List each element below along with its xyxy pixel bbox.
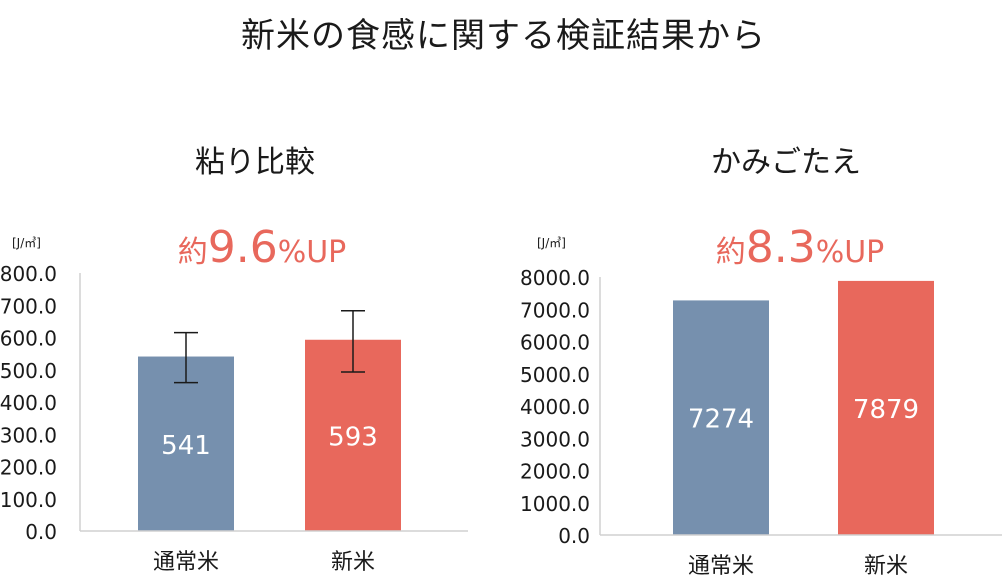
y-tick-label: 600.0	[0, 327, 57, 351]
y-tick-label: 3000.0	[520, 427, 590, 451]
y-axis-unit: [J/㎥]	[537, 236, 566, 250]
y-tick-label: 800.0	[0, 262, 57, 286]
headline: 約9.6%UP	[178, 222, 347, 273]
bar-regular-rice	[673, 300, 769, 535]
x-category-label: 新米	[331, 550, 375, 575]
y-tick-label: 8000.0	[520, 266, 590, 290]
y-tick-label: 500.0	[0, 359, 57, 383]
y-tick-label: 6000.0	[520, 331, 590, 355]
chart-title: 粘り比較	[195, 145, 315, 180]
y-tick-label: 1000.0	[520, 492, 590, 516]
chart-title: かみごたえ	[711, 145, 861, 180]
bar-value-label: 7879	[853, 395, 919, 425]
y-tick-label: 0.0	[558, 524, 590, 548]
bar-value-label: 593	[328, 422, 378, 452]
y-tick-label: 0.0	[25, 520, 57, 544]
y-tick-label: 2000.0	[520, 460, 590, 484]
x-category-label: 通常米	[153, 550, 219, 575]
y-axis-unit: [J/㎥]	[12, 236, 41, 250]
bar-regular-rice	[138, 356, 234, 531]
bar-value-label: 7274	[688, 405, 754, 435]
x-category-label: 新米	[864, 554, 908, 579]
y-tick-label: 5000.0	[520, 363, 590, 387]
main-title: 新米の食感に関する検証結果から	[241, 16, 766, 56]
y-tick-label: 400.0	[0, 391, 57, 415]
y-tick-label: 200.0	[0, 456, 57, 480]
y-tick-label: 700.0	[0, 294, 57, 318]
y-tick-label: 300.0	[0, 423, 57, 447]
bar-value-label: 541	[161, 431, 211, 461]
y-tick-label: 100.0	[0, 488, 57, 512]
y-tick-label: 7000.0	[520, 298, 590, 322]
y-tick-label: 4000.0	[520, 395, 590, 419]
headline: 約8.3%UP	[716, 222, 885, 273]
bar-new-rice	[838, 280, 934, 535]
x-category-label: 通常米	[688, 554, 754, 579]
